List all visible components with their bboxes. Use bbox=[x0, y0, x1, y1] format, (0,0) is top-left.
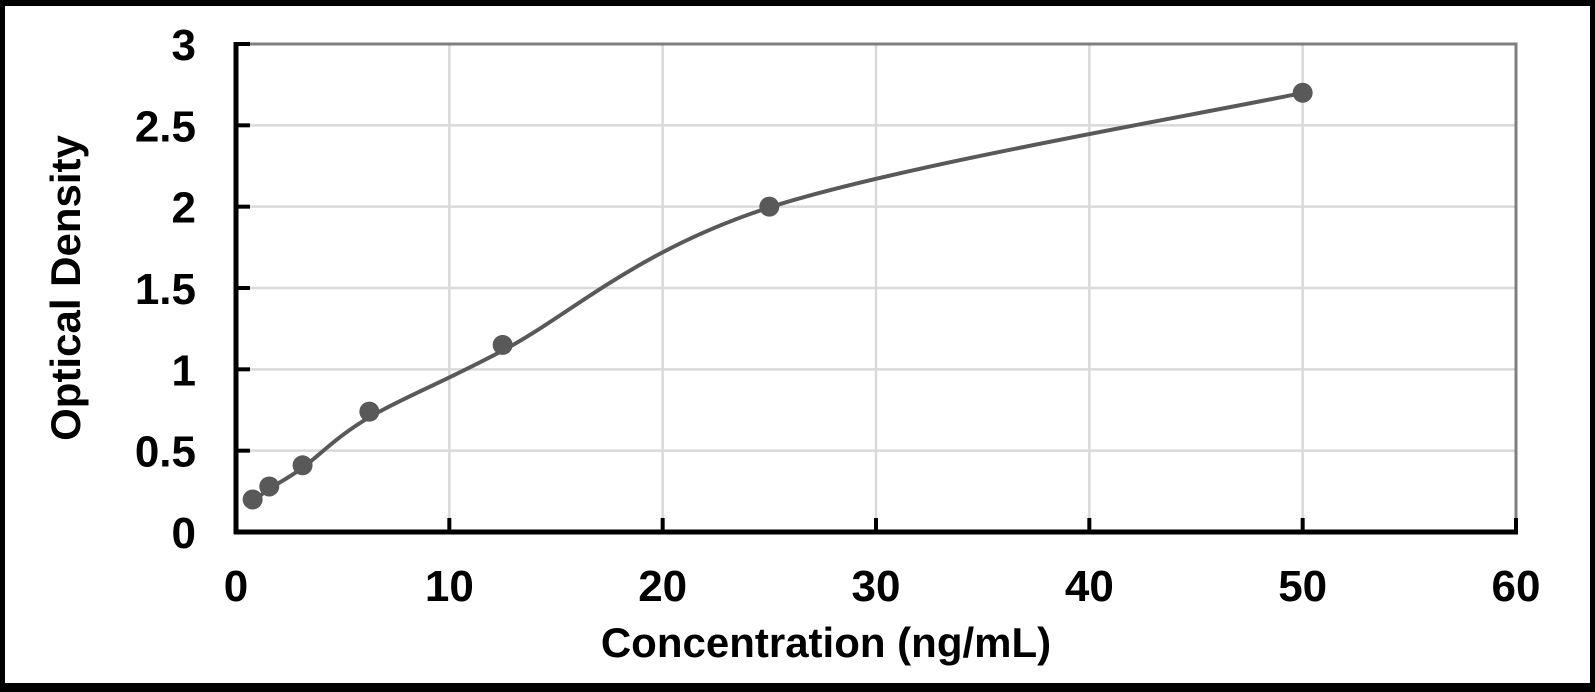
x-tick-label: 50 bbox=[1278, 562, 1327, 611]
y-tick-label: 0.5 bbox=[135, 428, 196, 477]
y-tick-label: 0 bbox=[172, 509, 196, 558]
x-tick-label: 40 bbox=[1065, 562, 1114, 611]
data-point bbox=[359, 401, 380, 422]
data-point bbox=[292, 455, 313, 476]
y-axis-title: Optical Density bbox=[42, 134, 89, 440]
y-tick-label: 2 bbox=[172, 184, 196, 233]
tick-labels-layer: 0 10 20 30 40 50 60 0 0.5 1 1.5 2 2.5 3 bbox=[135, 21, 1541, 611]
data-series-layer bbox=[242, 82, 1313, 510]
y-tick-label: 1.5 bbox=[135, 265, 196, 314]
x-tick-label: 30 bbox=[852, 562, 901, 611]
x-axis-title: Concentration (ng/mL) bbox=[601, 619, 1051, 666]
x-tick-label: 20 bbox=[638, 562, 687, 611]
data-point bbox=[759, 196, 780, 217]
y-tick-label: 1 bbox=[172, 346, 196, 395]
gridlines-layer bbox=[236, 42, 1518, 532]
x-tick-label: 0 bbox=[224, 562, 248, 611]
data-point bbox=[1292, 82, 1313, 103]
standard-curve-line bbox=[250, 90, 1305, 504]
data-point bbox=[259, 476, 280, 497]
x-tick-label: 60 bbox=[1492, 562, 1541, 611]
x-tick-label: 10 bbox=[425, 562, 474, 611]
y-tick-label: 3 bbox=[172, 21, 196, 70]
y-tick-label: 2.5 bbox=[135, 102, 196, 151]
data-point bbox=[242, 489, 263, 510]
data-point bbox=[492, 334, 513, 355]
axes-layer bbox=[233, 42, 1518, 535]
